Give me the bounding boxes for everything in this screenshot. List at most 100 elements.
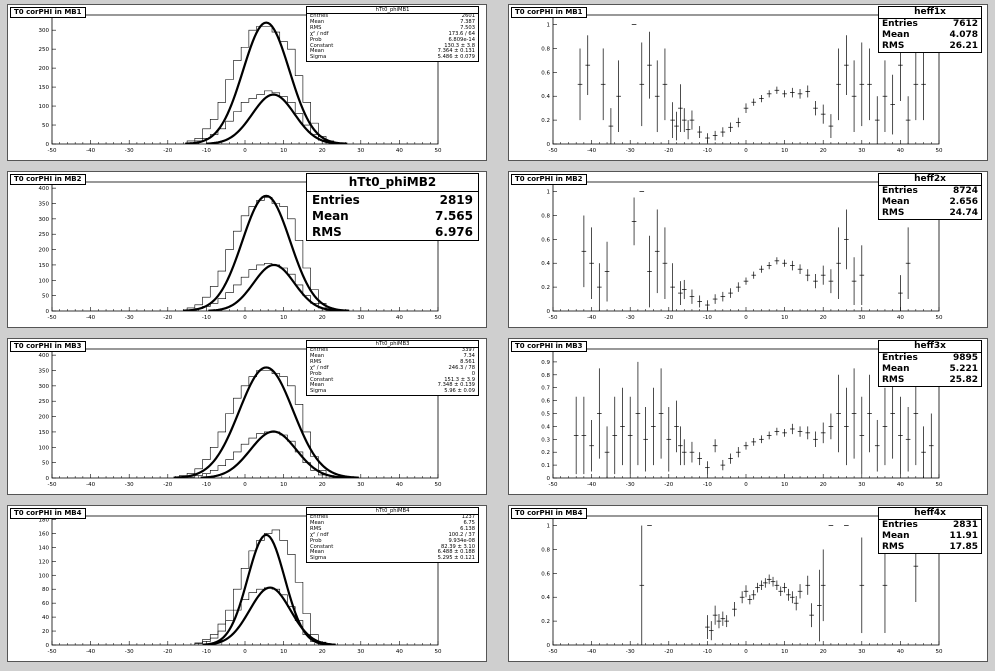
stats-label: Constant — [310, 42, 334, 49]
pad-7[interactable]: -50 -40 -30 -20 -10 0 10 20 30 40 50 0 20 40 60 80 100 12… — [7, 505, 487, 662]
data-point — [797, 426, 803, 437]
stats-row: Mean 7.34 — [307, 353, 478, 360]
stats-label: Mean — [310, 382, 325, 389]
stats-label: Sigma — [310, 54, 327, 61]
stats-value: 0 — [471, 370, 475, 377]
stats-label: Mean — [882, 531, 910, 541]
stats-value: 130.3 ± 3.8 — [444, 42, 475, 49]
stats-row: Prob 6.809e-14 — [307, 37, 478, 44]
y-tick-label: 300 — [39, 384, 50, 390]
data-point — [674, 400, 679, 453]
data-point — [743, 277, 749, 285]
data-point — [790, 260, 795, 271]
x-tick-label: 50 — [435, 315, 442, 321]
data-point — [681, 439, 687, 466]
stats-label: Mean — [310, 18, 325, 25]
y-tick-label: 0 — [547, 142, 551, 148]
stats-label: Prob — [310, 537, 322, 544]
y-tick-label: 80 — [42, 587, 49, 593]
data-point — [608, 108, 614, 144]
stats-value: 17.85 — [949, 542, 978, 552]
pad-title: T0 corPHI in MB3 — [511, 341, 587, 352]
stats-label: χ² / ndf — [310, 364, 329, 371]
stats-row: Sigma 5.96 ± 0.09 — [307, 388, 478, 395]
x-tick-label: -40 — [86, 148, 95, 154]
y-tick-label: 0 — [547, 476, 551, 482]
stats-value: 173.6 / 64 — [448, 30, 476, 37]
pad-2[interactable]: -50 -40 -30 -20 -10 0 10 20 30 40 50 0 0.2 0.4 0.6 0.8 1… — [508, 4, 988, 161]
stats-label: Mean — [310, 48, 325, 55]
data-point — [836, 48, 841, 121]
x-tick-label: -10 — [202, 148, 211, 154]
pad-3[interactable]: -50 -40 -30 -20 -10 0 10 20 30 40 50 0 50 100 150 200 25… — [7, 171, 487, 328]
data-point — [712, 294, 718, 304]
data-point — [573, 396, 579, 475]
stats-box: hTt0_phiMB4 Entries 1237 Mean 6.75 RMS 6.13… — [306, 507, 479, 564]
data-point — [654, 60, 660, 133]
y-tick-label: 200 — [39, 248, 50, 254]
x-tick-label: -10 — [703, 482, 712, 488]
stats-value: 6.488 ± 0.188 — [437, 549, 475, 556]
y-tick-label: 0 — [46, 309, 50, 315]
data-point — [774, 86, 780, 94]
data-point — [805, 426, 811, 440]
data-point — [728, 453, 733, 464]
stats-row: RMS 17.85 — [879, 542, 981, 553]
x-tick-label: 30 — [858, 482, 865, 488]
x-tick-label: 50 — [435, 482, 442, 488]
data-point — [720, 127, 726, 137]
stats-row: χ² / ndf 246.3 / 78 — [307, 364, 478, 372]
stats-row: Entries 2819 — [307, 192, 478, 208]
stats-value: 5.96 ± 0.09 — [444, 388, 475, 395]
stats-label: Mean — [312, 209, 349, 223]
stats-value: 2601 — [461, 13, 475, 19]
y-tick-label: 0 — [547, 643, 551, 649]
x-tick-label: -40 — [587, 649, 596, 655]
y-tick-label: 0.6 — [541, 571, 550, 577]
pad-4[interactable]: -50 -40 -30 -20 -10 0 10 20 30 40 50 0 0.2 0.4 0.6 0.8 1… — [508, 171, 988, 328]
data-point — [766, 262, 772, 270]
stats-row: Constant 82.39 ± 3.10 — [307, 544, 478, 551]
data-point — [666, 407, 672, 472]
pad-8[interactable]: -50 -40 -30 -20 -10 0 10 20 30 40 50 0 0.2 0.4 0.6 0.8 1… — [508, 505, 988, 662]
stats-row: Constant 130.3 ± 3.8 — [307, 42, 478, 50]
data-point — [708, 621, 714, 641]
stats-box: hTt0_phiMB1 Entries 2601 Mean 7.387 RMS 7.5… — [306, 6, 479, 63]
stats-value: 9.934e-08 — [448, 537, 475, 544]
stats-row: Mean 4.078 — [879, 30, 981, 41]
data-point — [851, 257, 857, 306]
stats-label: Sigma — [310, 388, 327, 395]
pad-1[interactable]: -50 -40 -30 -20 -10 0 10 20 30 40 50 0 50 100 150 200 25… — [7, 4, 487, 161]
x-tick-label: 40 — [897, 482, 904, 488]
pad-title: T0 corPHI in MB3 — [10, 341, 86, 352]
data-point — [844, 209, 849, 270]
x-tick-label: 20 — [820, 315, 827, 321]
x-tick-label: 0 — [744, 148, 748, 154]
x-tick-label: 10 — [280, 315, 287, 321]
pad-5[interactable]: -50 -40 -30 -20 -10 0 10 20 30 40 50 0 50 100 150 200 25… — [7, 338, 487, 495]
x-tick-label: 50 — [435, 148, 442, 154]
data-point — [809, 603, 814, 628]
data-point — [654, 209, 660, 294]
data-point — [828, 413, 834, 440]
data-point — [820, 104, 826, 124]
plot-7: -50 -40 -30 -20 -10 0 10 20 30 40 50 0 20 40 60 80 100 12… — [39, 515, 442, 655]
data-point — [705, 615, 710, 640]
x-tick-label: -30 — [125, 148, 134, 154]
x-tick-label: -40 — [587, 482, 596, 488]
data-point — [905, 407, 911, 472]
y-tick-label: 120 — [39, 559, 50, 565]
x-tick-label: 30 — [357, 315, 364, 321]
y-tick-label: 0.4 — [541, 261, 550, 267]
stats-label: RMS — [310, 358, 322, 365]
data-point — [820, 549, 826, 622]
data-point — [790, 591, 795, 604]
y-tick-label: 350 — [39, 369, 50, 375]
pad-6[interactable]: -50 -40 -30 -20 -10 0 10 20 30 40 50 0 0.1 0.2 0.3 0.4 0… — [508, 338, 988, 495]
data-point — [813, 273, 818, 289]
y-tick-label: 60 — [42, 601, 49, 607]
x-tick-label: 40 — [897, 315, 904, 321]
data-point — [616, 60, 621, 133]
data-point — [766, 90, 772, 98]
